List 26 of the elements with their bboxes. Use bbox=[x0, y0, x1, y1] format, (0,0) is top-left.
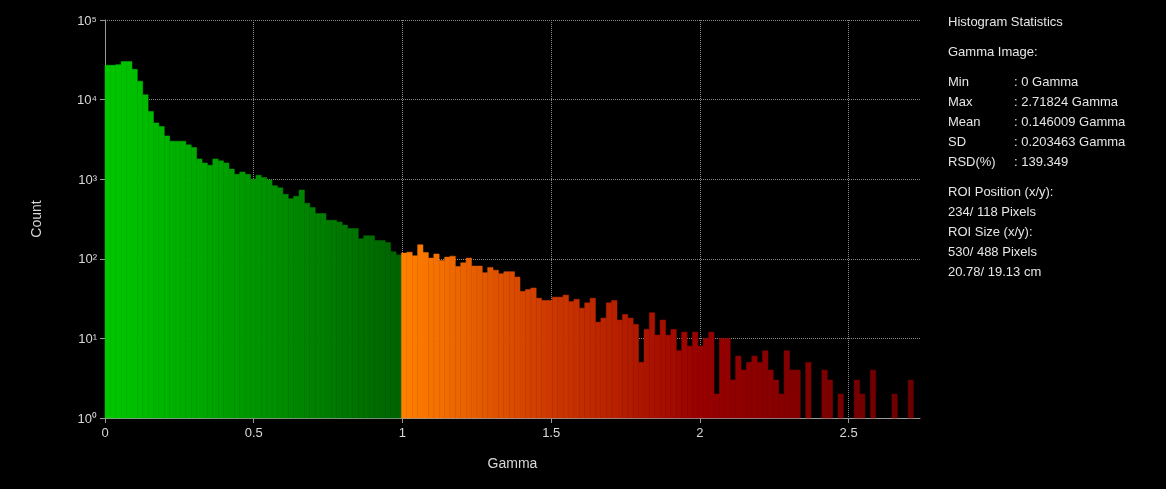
y-tick-label: 10² bbox=[78, 251, 98, 267]
text: RSD(%) : 139.349 bbox=[948, 154, 1069, 169]
text: Histogram Statistics bbox=[948, 13, 1064, 31]
text: ROI Position (x/y): bbox=[948, 183, 1055, 201]
x-tick-label: 0.5 bbox=[244, 425, 263, 440]
text: Gamma Image: bbox=[948, 43, 1039, 61]
text: Mean : 0.146009 Gamma bbox=[948, 114, 1126, 129]
x-tick-label: 2 bbox=[696, 425, 704, 440]
x-tick-label: 0 bbox=[101, 425, 109, 440]
text: Min : 0 Gamma bbox=[948, 74, 1079, 89]
x-axis-title: Gamma bbox=[487, 455, 538, 471]
text: 234/ 118 Pixels bbox=[948, 203, 1037, 221]
text: ROI Size (x/y): bbox=[948, 223, 1034, 241]
y-axis-title: Count bbox=[28, 200, 44, 238]
y-tick-label: 10⁰ bbox=[77, 410, 97, 426]
text: 530/ 488 Pixels bbox=[948, 243, 1038, 261]
y-tick-label: 10¹ bbox=[78, 330, 98, 346]
y-tick-label: 10⁴ bbox=[76, 92, 97, 108]
x-tick-label: 1.5 bbox=[542, 425, 561, 440]
x-tick-label: 2.5 bbox=[839, 425, 858, 440]
text: Max : 2.71824 Gamma bbox=[948, 94, 1119, 109]
text: 20.78/ 19.13 cm bbox=[948, 263, 1043, 281]
y-tick-label: 10⁵ bbox=[77, 12, 97, 28]
text: SD : 0.203463 Gamma bbox=[948, 134, 1126, 149]
y-tick-label: 10³ bbox=[78, 171, 98, 187]
x-tick-label: 1 bbox=[398, 425, 407, 440]
